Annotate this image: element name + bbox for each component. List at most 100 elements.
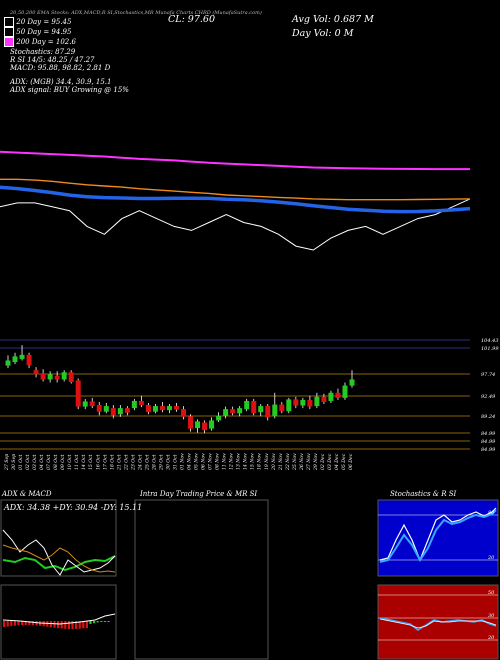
- candle: [68, 370, 74, 384]
- date-tick: 10 Oct: [67, 454, 73, 470]
- date-tick: 15 Nov: [250, 453, 256, 470]
- candle: [293, 396, 299, 409]
- date-tick: 27 Nov: [306, 453, 312, 471]
- date-tick: 02 Oct: [25, 454, 31, 470]
- avg-volume: Avg Vol: 0.687 M: [292, 14, 374, 25]
- macd-bar: [53, 621, 56, 628]
- adx-line: [2, 555, 116, 572]
- price-level-label: 97.74: [481, 372, 495, 378]
- date-tick: 30 Oct: [165, 454, 171, 470]
- macd-bar: [60, 621, 63, 629]
- stoch-level-20: 20: [488, 555, 495, 561]
- intraday-title: Intra Day Trading Price & MR SI: [140, 490, 258, 498]
- date-tick: 28 Oct: [151, 454, 157, 471]
- date-tick: 04 Nov: [187, 453, 193, 470]
- ema20-row: 20 Day = 95.45: [4, 17, 71, 27]
- macd-bar: [89, 621, 92, 624]
- macd-bar: [49, 621, 52, 628]
- stoch-level-80: 80: [488, 510, 495, 516]
- day-volume: Day Vol: 0 M: [292, 28, 354, 39]
- date-tick: 25 Nov: [292, 453, 298, 471]
- candle: [89, 397, 95, 409]
- date-tick: 18 Oct: [109, 454, 115, 470]
- candle: [26, 352, 32, 369]
- date-tick: 05 Dec: [341, 453, 347, 470]
- date-tick: 16 Oct: [95, 454, 101, 470]
- ema50-label: 50 Day = 94.95: [16, 28, 72, 36]
- date-tick: 06 Nov: [201, 453, 207, 470]
- ema50-row: 50 Day = 94.95: [4, 27, 71, 37]
- rsi-panel: [377, 584, 499, 660]
- date-tick: 01 Nov: [180, 453, 186, 470]
- macd-bar: [71, 621, 74, 629]
- date-tick: 22 Oct: [123, 454, 129, 471]
- macd-bar: [64, 621, 67, 629]
- ema20-label: 20 Day = 95.45: [16, 18, 72, 26]
- candle: [237, 406, 243, 417]
- adx-macd-title: ADX & MACD: [2, 490, 52, 498]
- band-line: [0, 185, 471, 214]
- macd-bar: [6, 621, 9, 627]
- macd-bar: [35, 621, 38, 626]
- date-tick: 05 Nov: [194, 453, 200, 470]
- price-level-label: 92.49: [481, 394, 496, 400]
- price-level-label: 84.99: [481, 439, 496, 445]
- stochastics-label: Stochastics: 87.29: [10, 48, 76, 56]
- date-tick: 07 Nov: [208, 453, 214, 470]
- candle: [110, 405, 116, 419]
- date-tick: 24 Oct: [137, 454, 143, 471]
- candle: [145, 403, 151, 415]
- date-tick: 27 Sep: [4, 454, 10, 471]
- rsi-label: R SI 14/5: 48.25 / 47.27: [10, 56, 95, 64]
- date-tick: 29 Nov: [313, 453, 319, 471]
- date-tick: 25 Oct: [144, 454, 150, 471]
- candle: [251, 398, 257, 416]
- candle: [61, 370, 67, 382]
- candle: [258, 404, 264, 417]
- candle: [54, 371, 60, 383]
- date-tick: 14 Nov: [243, 453, 249, 470]
- date-tick: 08 Oct: [53, 454, 59, 470]
- stoch-d-line: [379, 509, 497, 563]
- candle: [138, 395, 144, 408]
- price-level-label: 84.99: [481, 431, 496, 437]
- candle: [19, 345, 25, 361]
- candle: [314, 392, 320, 409]
- date-tick: 21 Nov: [278, 453, 284, 471]
- adx-label: ADX: (MGB) 34.4, 30.9, 15.1: [10, 78, 112, 86]
- candle: [166, 404, 172, 414]
- ema200-swatch: [4, 37, 14, 47]
- date-tick: 30 Sep: [11, 454, 17, 470]
- rsi-level-30: 30: [488, 613, 495, 619]
- candle: [335, 388, 341, 400]
- macd-bar: [107, 621, 110, 622]
- date-tick: 08 Nov: [215, 453, 221, 470]
- macd-bar: [67, 621, 70, 629]
- candle: [216, 412, 222, 422]
- date-tick: 26 Nov: [299, 453, 305, 471]
- date-tick: 03 Dec: [327, 453, 333, 470]
- candle: [40, 369, 46, 382]
- candle: [279, 401, 285, 414]
- candle: [173, 403, 179, 412]
- date-tick: 31 Oct: [172, 454, 178, 470]
- date-tick: 20 Nov: [271, 453, 277, 471]
- candle: [131, 398, 137, 411]
- macd-bar: [100, 621, 103, 622]
- date-tick: 19 Nov: [264, 453, 270, 470]
- ema50-line: [0, 178, 471, 201]
- date-tick: 04 Dec: [334, 453, 340, 470]
- candle: [33, 367, 39, 378]
- ma-lines: [0, 150, 471, 251]
- date-tick: 09 Oct: [60, 454, 66, 470]
- candle: [202, 420, 208, 434]
- candle: [159, 401, 165, 413]
- rsi-level-50: 50: [488, 590, 495, 596]
- date-tick: 01 Oct: [18, 454, 24, 470]
- date-tick: 12 Nov: [229, 453, 235, 470]
- rsi-signal-line: [379, 618, 497, 629]
- date-tick: 14 Oct: [81, 454, 87, 470]
- candle: [321, 393, 327, 405]
- ema200-row: 200 Day = 102.6: [4, 37, 76, 47]
